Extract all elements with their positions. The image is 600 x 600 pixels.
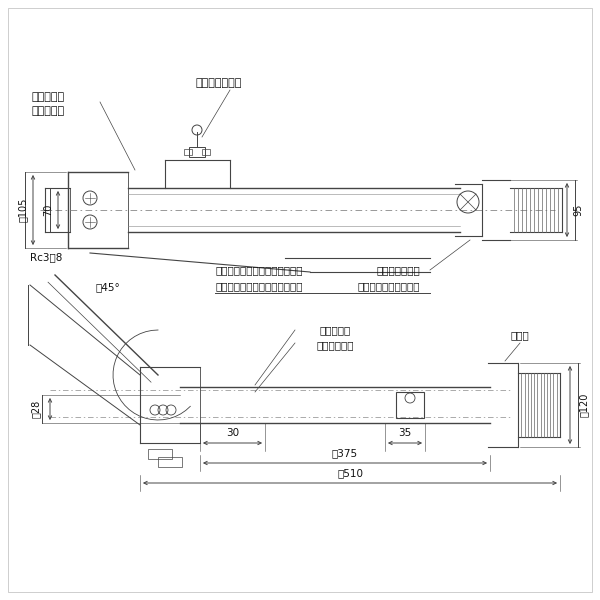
Text: 35: 35	[398, 428, 412, 438]
Text: 低圧安全弁: 低圧安全弁	[32, 92, 65, 102]
Text: 約120: 約120	[579, 393, 589, 417]
Text: Rc3／8: Rc3／8	[30, 252, 62, 262]
Text: 約45°: 約45°	[95, 282, 120, 292]
Text: 検油棒及び給油口兼用: 検油棒及び給油口兼用	[358, 281, 420, 291]
Text: フック: フック	[511, 330, 529, 340]
Bar	[184, 149, 192, 155]
Text: 高圧安全弁: 高圧安全弁	[32, 106, 65, 116]
Text: エア抜きプラグ: エア抜きプラグ	[376, 265, 420, 275]
Bar	[396, 392, 424, 418]
Bar	[189, 147, 205, 157]
Text: サクション＆デリベリ（低圧）: サクション＆デリベリ（低圧）	[215, 265, 302, 275]
Bar	[202, 149, 210, 155]
Text: 約375: 約375	[332, 448, 358, 458]
Text: 70: 70	[43, 204, 53, 216]
Text: 約28: 約28	[31, 400, 41, 418]
Text: サクション＆デリベリ（高圧）: サクション＆デリベリ（高圧）	[215, 281, 302, 291]
Bar	[158, 457, 182, 467]
Text: レリースバルブ: レリースバルブ	[195, 78, 241, 88]
Text: ハンドル棒: ハンドル棒	[319, 325, 350, 335]
Text: 約105: 約105	[18, 198, 28, 222]
Bar	[148, 449, 172, 459]
Text: 30: 30	[226, 428, 239, 438]
Text: 約510: 約510	[337, 468, 363, 478]
Text: 95: 95	[573, 204, 583, 216]
Text: オイルタンク: オイルタンク	[316, 340, 354, 350]
